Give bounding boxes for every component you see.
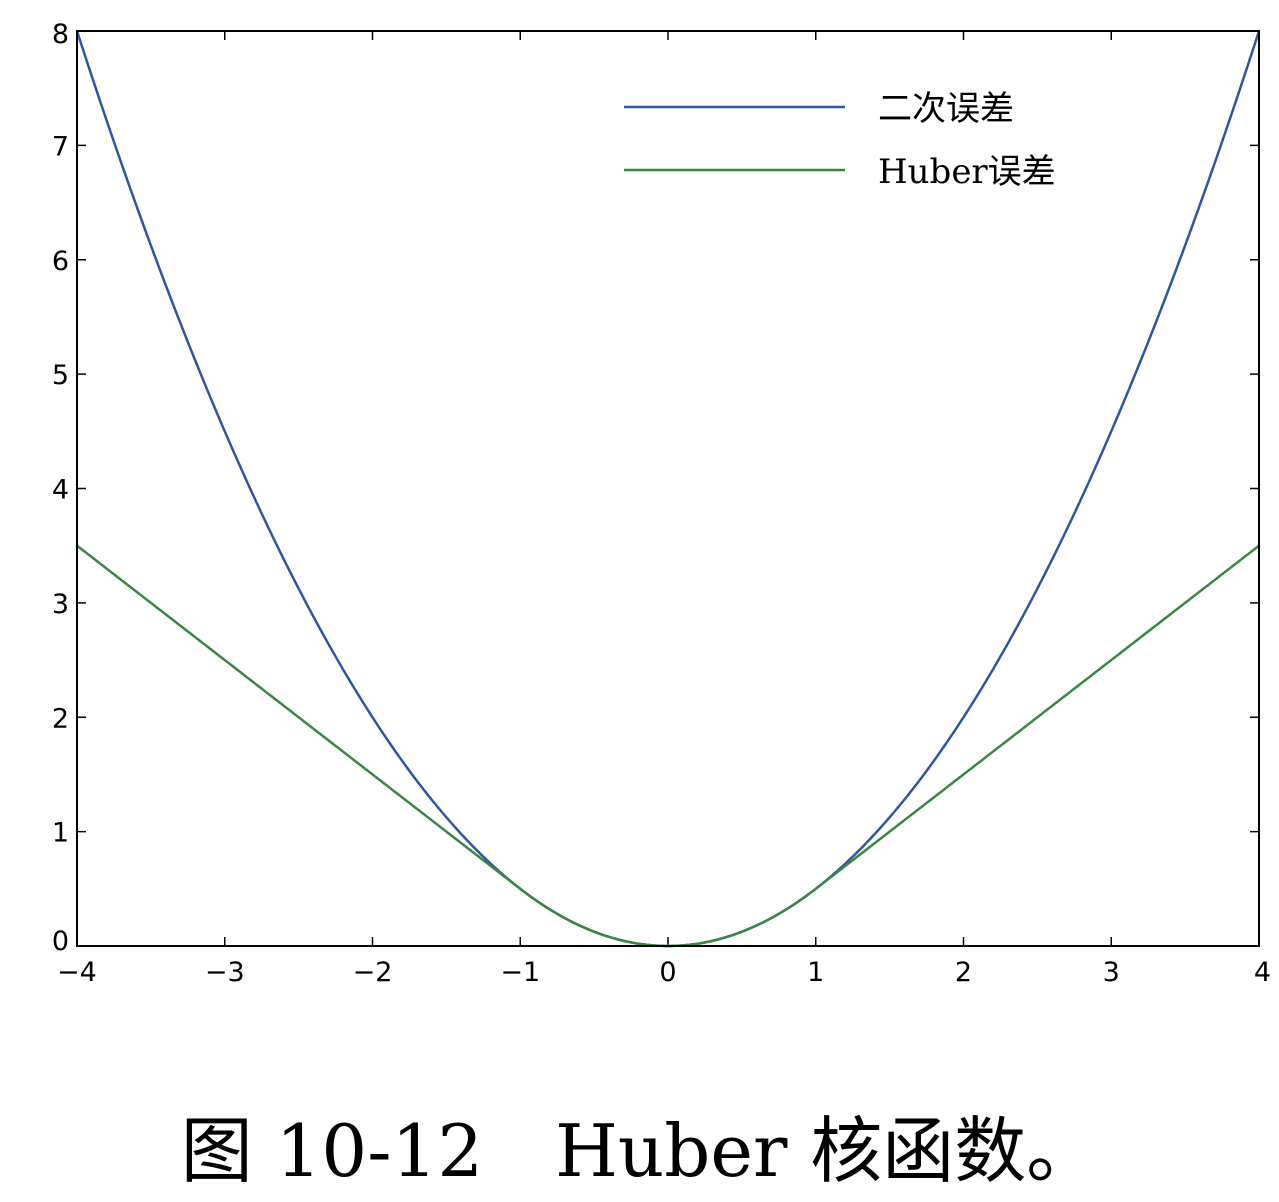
y-tick-label: 4: [52, 475, 69, 506]
tick-labels: −4 −3 −2 −1 0 1 2 3 4 0 1 2 3 4 5 6 7 8: [52, 19, 1271, 988]
plot-lines: [75, 30, 1261, 948]
quadratic-error-line: [75, 30, 1261, 948]
plot-frame: [76, 30, 1260, 947]
y-tick-label: 0: [52, 926, 69, 957]
legend-label-huber: Huber误差: [878, 152, 1056, 192]
x-tick-label: 1: [807, 957, 824, 988]
huber-error-line: [76, 544, 1260, 948]
y-tick-label: 5: [52, 360, 69, 391]
y-tick-label: 3: [52, 589, 69, 620]
x-tick-label: −4: [57, 957, 97, 988]
y-tick-label: 6: [52, 246, 69, 277]
x-tick-label: −2: [353, 957, 393, 988]
figure-caption: 图 10-12 Huber 核函数。: [180, 1109, 1099, 1193]
x-tick-label: −3: [205, 957, 245, 988]
y-tick-label: 2: [52, 703, 69, 734]
legend: 二次误差 Huber误差: [624, 89, 1056, 192]
y-tick-label: 1: [52, 818, 69, 849]
x-tick-label: 3: [1103, 957, 1120, 988]
legend-label-quadratic: 二次误差: [878, 89, 1014, 129]
y-tick-label: 7: [52, 131, 69, 162]
axis-ticks: [76, 30, 1260, 947]
x-tick-label: 2: [955, 957, 972, 988]
x-tick-label: 0: [659, 957, 676, 988]
y-tick-label: 8: [52, 19, 69, 50]
x-tick-label: −1: [500, 957, 540, 988]
x-tick-label: 4: [1254, 957, 1271, 988]
